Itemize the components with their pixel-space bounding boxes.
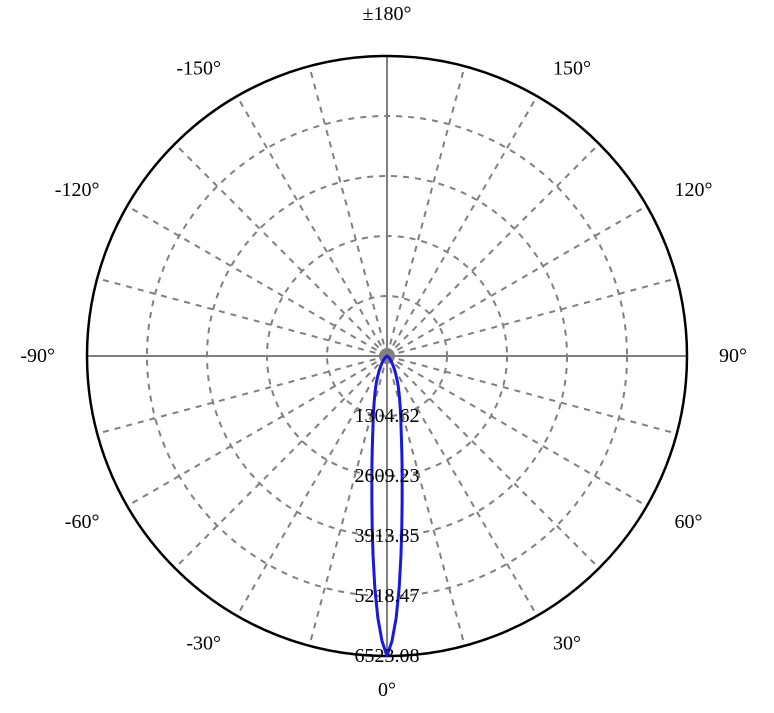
angle-label: -60° <box>65 511 100 533</box>
angular-grid-line <box>97 356 387 434</box>
angular-grid-line <box>387 356 647 506</box>
angle-label: -150° <box>176 57 221 79</box>
angular-grid-line <box>97 278 387 356</box>
radial-tick-label: 1304.62 <box>355 405 420 427</box>
angle-label: 90° <box>719 345 747 367</box>
angle-label: 120° <box>675 179 713 201</box>
angular-grid-line <box>237 96 387 356</box>
angular-grid-line <box>387 278 677 356</box>
angular-grid-line <box>387 144 599 356</box>
angle-label: 30° <box>553 633 581 655</box>
angle-label: ±180° <box>363 3 412 25</box>
angular-grid-line <box>387 96 537 356</box>
angular-grid-line <box>387 66 465 356</box>
polar-chart: 1304.62 2609.23 3913.85 5218.47 6523.08 ±180°… <box>0 0 774 713</box>
angle-label: -30° <box>186 633 221 655</box>
angle-label: 150° <box>553 57 591 79</box>
angular-grid-line <box>387 356 677 434</box>
angle-label: -120° <box>55 179 100 201</box>
radial-tick-label: 2609.23 <box>355 465 420 487</box>
angular-grid-line <box>387 206 647 356</box>
angular-grid-line <box>127 356 387 506</box>
radial-tick-label: 6523.08 <box>355 645 420 667</box>
angular-grid-line <box>309 66 387 356</box>
angular-grid-line <box>175 144 387 356</box>
angle-label: -90° <box>20 345 55 367</box>
angle-label: 60° <box>675 511 703 533</box>
radial-tick-label: 5218.47 <box>355 585 420 607</box>
angular-grid-line <box>127 206 387 356</box>
radial-tick-label: 3913.85 <box>355 525 420 547</box>
angle-label: 0° <box>378 679 396 701</box>
